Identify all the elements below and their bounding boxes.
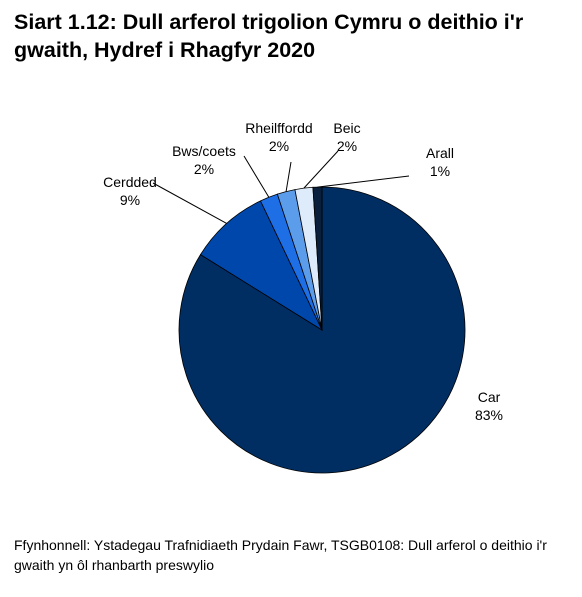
slice-label-car: Car [478, 389, 501, 405]
slice-labels: Car 83% Cerdded 9% Bws/coets 2% Rheilffordd 2% B… [103, 120, 503, 423]
leader-line-bws-coets [243, 155, 270, 198]
leader-line-beic [303, 150, 339, 189]
leader-line-arall [317, 175, 410, 188]
slice-label-bws-coets: Bws/coets [172, 143, 236, 159]
leader-lines [152, 150, 410, 224]
pie-slice-car [178, 186, 466, 474]
slice-value-rheilffordd: 2% [269, 138, 289, 154]
slice-value-arall: 1% [430, 163, 450, 179]
slice-value-car: 83% [475, 407, 503, 423]
source-note: Ffynhonnell: Ystadegau Trafnidiaeth Pryd… [14, 537, 547, 573]
leader-line-rheilffordd [285, 161, 292, 192]
pie-slice-cerdded [199, 200, 323, 332]
slice-label-arall: Arall [426, 145, 454, 161]
pie-slices [178, 186, 466, 474]
slice-value-cerdded: 9% [120, 192, 140, 208]
slice-value-beic: 2% [337, 138, 357, 154]
slice-value-bws-coets: 2% [194, 161, 214, 177]
slice-label-beic: Beic [333, 120, 360, 136]
slice-label-rheilffordd: Rheilffordd [245, 120, 312, 136]
chart-title: Siart 1.12: Dull arferol trigolion Cymru… [14, 10, 524, 62]
slice-label-cerdded: Cerdded [103, 174, 157, 190]
leader-line-cerdded [152, 182, 227, 224]
